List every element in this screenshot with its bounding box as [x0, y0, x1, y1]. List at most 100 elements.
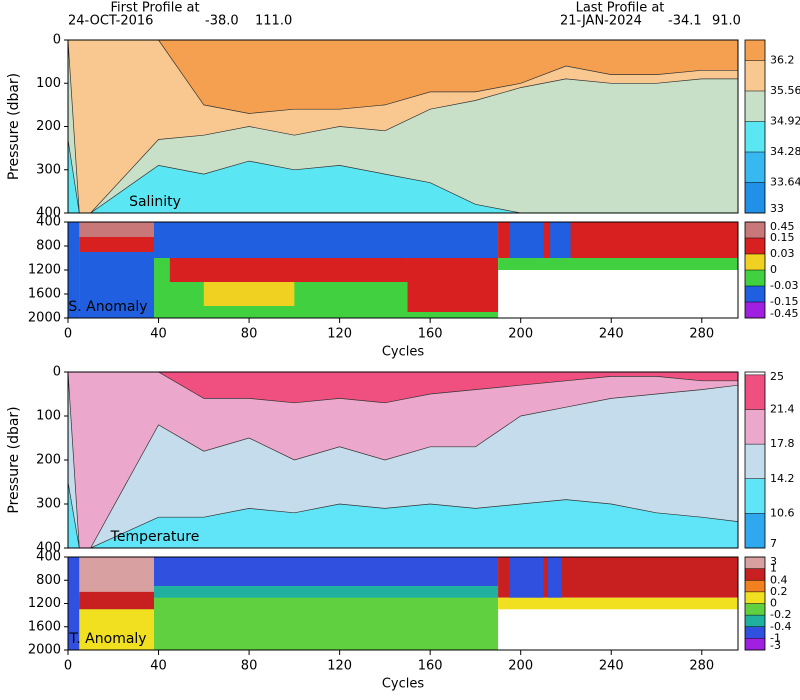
colorbar-label: 10.6	[770, 506, 795, 519]
first-lon: 111.0	[255, 14, 292, 29]
colorbar-band	[745, 638, 765, 650]
x-tick-label: 80	[241, 327, 258, 342]
colorbar-band	[745, 591, 765, 604]
isoline	[68, 481, 738, 548]
colorbar-label: 0.15	[770, 231, 795, 244]
first-title: First Profile at	[110, 1, 199, 16]
y-tick-label: 200	[36, 119, 61, 134]
x-tick-label: 40	[150, 659, 167, 674]
colorbar-band	[745, 409, 765, 445]
y-tick-label: 800	[36, 239, 61, 254]
y-tick-label: 0	[53, 33, 61, 48]
anomaly-block	[79, 591, 155, 610]
anomaly-block	[68, 557, 80, 650]
colorbar-label: -0.2	[770, 608, 791, 621]
anomaly-block	[550, 222, 571, 258]
y-tick-label: 400	[36, 550, 61, 565]
last-lat: -34.1	[668, 14, 702, 29]
x-tick-label: 240	[599, 327, 624, 342]
anomaly-block	[154, 586, 499, 598]
y-tick-label: 400	[36, 541, 61, 556]
colorbar-band	[745, 615, 765, 627]
colorbar-label: 33.64	[770, 175, 800, 188]
x-tick-label: 200	[508, 659, 533, 674]
colorbar-label: 34.28	[770, 145, 800, 158]
panel-label: T. Anomaly	[68, 631, 146, 647]
last-date: 21-JAN-2024	[560, 14, 642, 29]
anomaly-block	[154, 557, 499, 587]
x-tick-label: 80	[241, 659, 258, 674]
colorbar-band	[745, 60, 765, 91]
colorbar-label: 0.2	[770, 585, 788, 598]
y-tick-label: 1600	[28, 619, 61, 634]
panel-label: Temperature	[110, 529, 200, 545]
x-tick-label: 160	[418, 327, 443, 342]
colorbar-band	[745, 557, 765, 569]
x-axis-label: Cycles	[382, 677, 425, 692]
colorbar-band	[745, 151, 765, 183]
colorbar-band	[745, 182, 765, 213]
y-tick-label: 1200	[28, 263, 61, 278]
anomaly-block	[79, 557, 155, 598]
y-tick-label: 2000	[28, 643, 61, 658]
y-tick-label: 1600	[28, 287, 61, 302]
colorbar-label: 36.2	[770, 53, 795, 66]
anomaly-block	[154, 222, 499, 258]
y-tick-label: 2000	[28, 311, 61, 326]
x-tick-label: 160	[418, 659, 443, 674]
colorbar-label: -0.4	[770, 620, 791, 633]
colorbar-label: 7	[770, 537, 777, 550]
isoline	[68, 40, 738, 114]
colorbar-label: -0.15	[770, 295, 798, 308]
x-tick-label: 280	[689, 327, 714, 342]
colorbar-label: -3	[770, 639, 781, 652]
colorbar-label: 0.45	[770, 220, 795, 233]
colorbar-band	[745, 513, 765, 548]
anomaly-block	[509, 222, 544, 258]
isoline-area	[68, 372, 738, 403]
anomaly-block	[79, 252, 155, 318]
colorbar-label: 1	[770, 562, 777, 575]
isoline	[68, 139, 738, 213]
anomaly-block	[498, 258, 738, 270]
anomaly-block	[68, 222, 80, 318]
colorbar-band	[745, 270, 765, 286]
y-tick-label: 100	[36, 409, 61, 424]
colorbar-label: 3	[770, 555, 777, 568]
colorbar-label: -0.45	[770, 307, 798, 320]
colorbar-band	[745, 302, 765, 318]
colorbar-label: 17.8	[770, 437, 795, 450]
colorbar-label: 25	[770, 370, 784, 383]
anomaly-block	[79, 237, 155, 252]
y-tick-label: 1200	[28, 596, 61, 611]
colorbar-band	[745, 568, 765, 581]
x-tick-label: 0	[64, 659, 72, 674]
colorbar-band	[745, 626, 765, 639]
anomaly-block	[509, 557, 544, 598]
x-tick-label: 280	[689, 659, 714, 674]
isoline	[68, 372, 738, 548]
y-axis-label: Pressure (dbar)	[6, 73, 22, 180]
colorbar-band	[745, 444, 765, 479]
colorbar-band	[745, 603, 765, 616]
y-tick-label: 800	[36, 573, 61, 588]
isoline	[68, 372, 738, 404]
anomaly-block	[79, 609, 155, 650]
anomaly-block	[547, 557, 562, 598]
first-lat: -38.0	[205, 14, 239, 29]
colorbar-band	[745, 222, 765, 238]
last-lon: 91.0	[712, 14, 741, 29]
y-tick-label: 400	[36, 206, 61, 221]
colorbar-band	[745, 40, 765, 61]
y-tick-label: 100	[36, 76, 61, 91]
colorbar-label: 35.56	[770, 84, 800, 97]
last-title: Last Profile at	[576, 1, 665, 16]
y-axis-label: Pressure (dbar)	[6, 406, 22, 513]
first-date: 24-OCT-2016	[68, 14, 153, 29]
colorbar-band	[745, 121, 765, 152]
isoline	[68, 40, 738, 213]
anomaly-block	[203, 282, 295, 306]
x-tick-label: 200	[508, 327, 533, 342]
colorbar-band	[745, 580, 765, 592]
